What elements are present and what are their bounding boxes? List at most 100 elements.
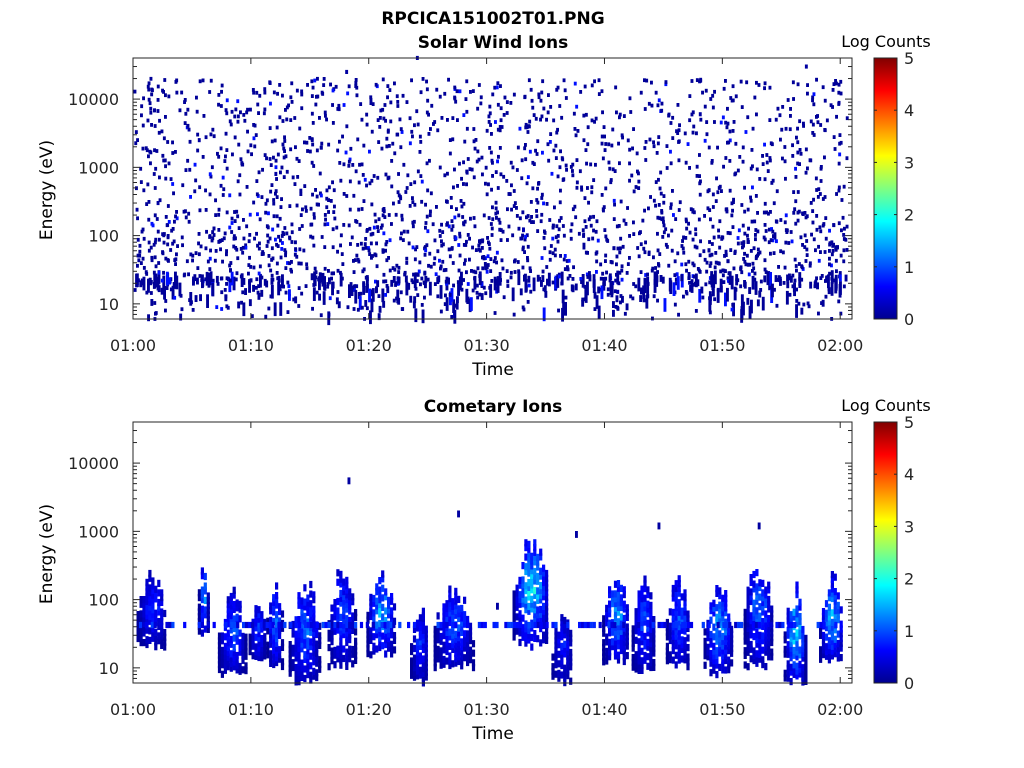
cell — [477, 83, 481, 87]
cell — [560, 661, 564, 670]
cell — [191, 253, 195, 258]
cell — [752, 266, 756, 271]
cell — [513, 201, 517, 205]
cell — [582, 138, 586, 143]
cell — [791, 154, 795, 158]
cell — [216, 282, 220, 286]
cell — [793, 621, 797, 629]
cell — [709, 602, 713, 610]
cell — [756, 229, 760, 234]
cell — [449, 291, 452, 306]
cell — [646, 281, 650, 285]
x-tick-label: 01:10 — [228, 700, 274, 719]
cell — [504, 621, 508, 629]
cell — [755, 659, 759, 667]
cell — [562, 233, 566, 238]
cell — [647, 250, 651, 255]
cell — [160, 613, 164, 621]
cell — [758, 641, 762, 649]
cell — [485, 269, 489, 274]
cell — [237, 226, 241, 230]
cell — [727, 666, 731, 674]
cell — [518, 126, 522, 131]
cell — [156, 109, 160, 113]
cell — [695, 78, 699, 82]
cell — [833, 616, 837, 624]
cell — [294, 145, 297, 150]
cell — [573, 81, 577, 86]
cell — [453, 85, 457, 90]
cell — [339, 233, 343, 238]
cell — [830, 594, 834, 603]
cell — [796, 190, 800, 194]
cell — [549, 132, 553, 136]
cell — [308, 149, 312, 154]
cell — [224, 294, 228, 302]
cell — [140, 104, 144, 109]
cell — [715, 671, 719, 679]
cell — [536, 563, 540, 571]
cell — [755, 616, 759, 624]
cell — [593, 307, 597, 311]
cell — [792, 608, 796, 616]
cell — [652, 625, 656, 633]
cell — [798, 622, 802, 630]
cell — [789, 654, 793, 662]
cell — [369, 627, 373, 635]
cell — [569, 228, 573, 233]
cell — [656, 248, 660, 253]
cell — [613, 289, 617, 294]
cell — [792, 666, 796, 674]
cell — [283, 226, 287, 230]
cell — [257, 639, 261, 647]
cell — [761, 646, 765, 654]
cell — [348, 157, 352, 162]
cell — [683, 637, 687, 645]
cell — [805, 247, 809, 252]
cell — [646, 619, 650, 627]
cell — [193, 189, 197, 194]
cell — [652, 644, 656, 652]
cell — [201, 78, 205, 83]
cell — [398, 117, 402, 122]
cell — [643, 580, 647, 588]
cell — [169, 248, 173, 252]
cell — [445, 600, 449, 608]
cell — [310, 222, 314, 227]
cell — [614, 305, 618, 309]
cell — [490, 158, 494, 163]
cell — [804, 663, 808, 671]
cell — [833, 588, 837, 596]
cell — [260, 252, 264, 256]
cell — [819, 621, 823, 629]
cell — [239, 157, 243, 162]
cell — [682, 250, 686, 255]
cell — [303, 641, 307, 649]
cell — [827, 646, 831, 654]
cell — [248, 638, 252, 646]
cell — [546, 142, 550, 147]
cell — [643, 613, 647, 621]
cell — [683, 589, 687, 597]
cell — [264, 210, 268, 215]
cell — [158, 175, 161, 180]
cell — [764, 620, 768, 628]
cell — [727, 656, 731, 664]
cell — [216, 151, 219, 156]
cell — [618, 115, 621, 120]
cell — [236, 99, 240, 104]
cell — [347, 163, 351, 168]
cell — [277, 234, 280, 239]
cell — [557, 660, 561, 668]
cell — [357, 180, 361, 185]
cell — [421, 669, 425, 677]
cell — [564, 295, 568, 300]
cell — [796, 218, 800, 223]
cell — [608, 638, 612, 646]
cell — [704, 88, 708, 93]
cell — [581, 228, 585, 233]
cell — [276, 276, 280, 281]
cell — [550, 171, 554, 176]
cell — [677, 656, 681, 664]
cell — [832, 135, 836, 139]
